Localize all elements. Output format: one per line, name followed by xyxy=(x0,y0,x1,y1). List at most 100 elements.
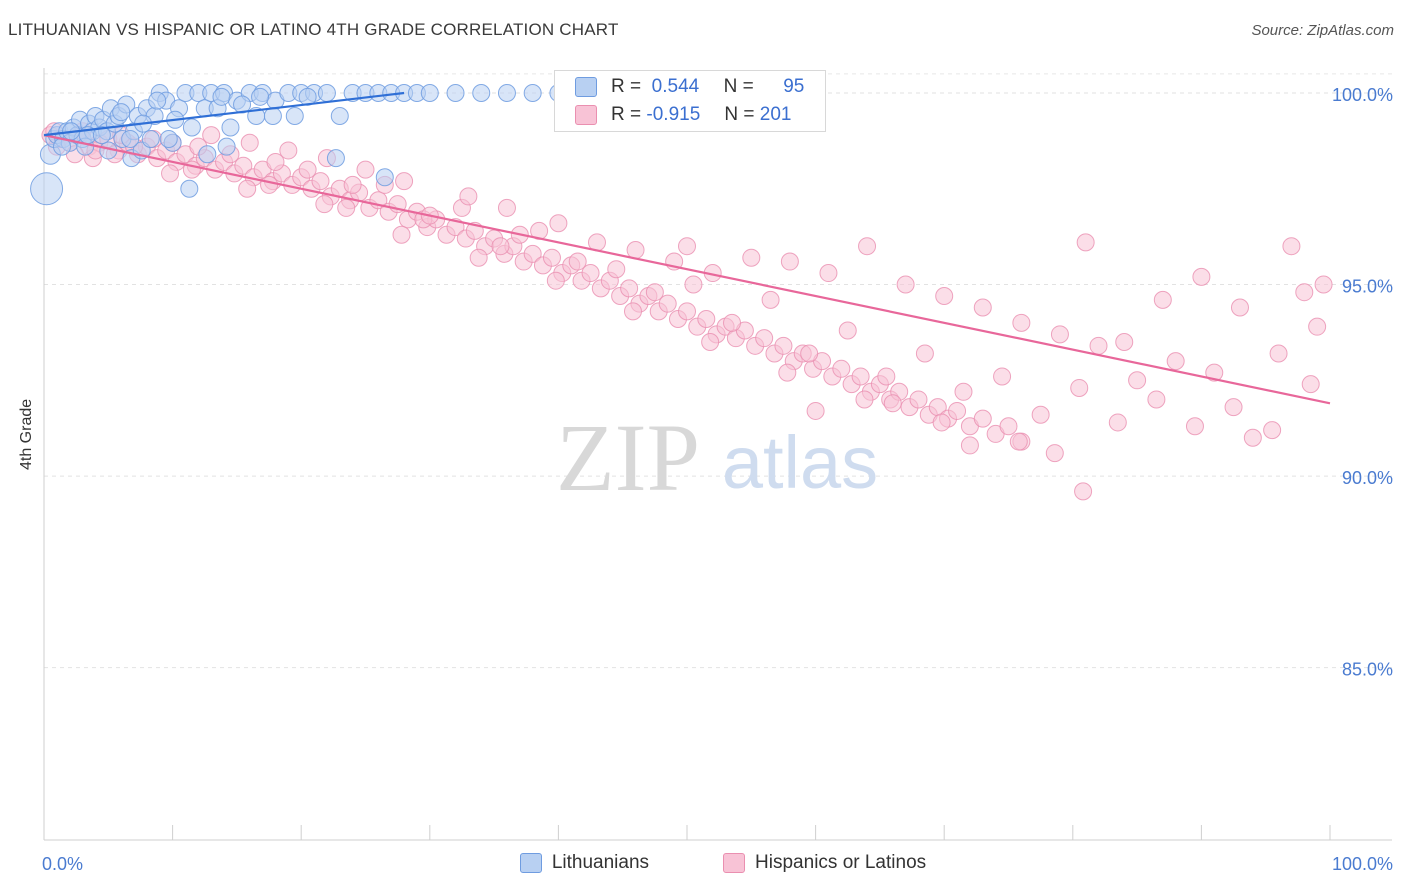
hispanic-point xyxy=(1282,237,1301,256)
hispanic-point xyxy=(1089,336,1108,355)
hispanic-point xyxy=(780,252,799,271)
hispanic-point xyxy=(395,172,414,191)
hispanic-point xyxy=(1074,482,1093,501)
hispanic-point xyxy=(234,156,253,175)
hispanic-point xyxy=(311,172,330,191)
y-tick-labels: 100.0% 95.0% 90.0% 85.0% xyxy=(1332,85,1393,680)
hispanic-point xyxy=(1269,344,1288,363)
hispanic-point xyxy=(1108,413,1127,432)
hispanic-point xyxy=(761,290,780,309)
legend-swatch-pink xyxy=(723,853,746,873)
hispanic-point xyxy=(546,271,565,290)
hispanic-point xyxy=(626,241,645,260)
hispanic-point xyxy=(1224,398,1243,417)
n-value-lithuanians: 95 xyxy=(783,76,805,97)
hispanic-point xyxy=(701,332,720,351)
hispanic-point xyxy=(774,336,793,355)
hispanic-point xyxy=(1045,444,1064,463)
legend-row-lithuanians: R = 0.544 N = 95 xyxy=(575,74,804,100)
hispanic-point xyxy=(260,175,279,194)
hispanic-point xyxy=(877,367,896,386)
lithuanian-point xyxy=(159,129,178,148)
hispanic-point xyxy=(1185,417,1204,436)
lithuanian-point xyxy=(375,168,394,187)
hispanic-point xyxy=(851,367,870,386)
hispanic-point xyxy=(1147,390,1166,409)
y-tick-label: 85.0% xyxy=(1342,660,1393,680)
hispanic-point xyxy=(620,279,639,298)
lithuanian-point xyxy=(330,106,349,125)
hispanic-point xyxy=(238,179,257,198)
hispanic-point xyxy=(999,417,1018,436)
lithuanian-point xyxy=(326,149,345,168)
hispanic-point xyxy=(658,294,677,313)
lithuanian-point xyxy=(180,179,199,198)
hispanic-point xyxy=(240,133,259,152)
hispanic-point xyxy=(1166,352,1185,371)
lithuanian-point xyxy=(251,87,270,106)
legend-label-hispanics: Hispanics or Latinos xyxy=(755,852,927,873)
hispanic-point xyxy=(568,252,587,271)
hispanic-point xyxy=(549,214,568,233)
hispanic-point xyxy=(161,164,180,183)
hispanic-point xyxy=(723,313,742,332)
lithuanian-point xyxy=(420,83,439,102)
lithuanian-point xyxy=(112,103,131,122)
lithuanian-point xyxy=(446,83,465,102)
y-tick-label: 95.0% xyxy=(1342,277,1393,297)
lithuanian-trend-line xyxy=(43,91,405,137)
hispanic-point xyxy=(298,160,317,179)
hispanic-point xyxy=(954,382,973,401)
hispanic-point xyxy=(678,302,696,321)
hispanic-point xyxy=(742,248,761,267)
hispanic-point xyxy=(806,401,825,420)
hispanic-point xyxy=(896,275,915,294)
hispanic-point xyxy=(202,126,221,145)
hispanic-point xyxy=(315,195,334,214)
lithuanian-point xyxy=(217,137,236,156)
hispanic-point xyxy=(838,321,857,340)
hispanic-point xyxy=(684,275,703,294)
hispanic-point xyxy=(1192,267,1211,286)
hispanic-point xyxy=(1314,275,1333,294)
hispanic-point xyxy=(1050,325,1069,344)
hispanic-point xyxy=(935,287,954,306)
hispanic-point xyxy=(392,225,411,244)
r-label: R = xyxy=(611,104,642,125)
lithuanian-point xyxy=(182,118,201,137)
lithuanian-point xyxy=(212,87,231,106)
lithuanian-point xyxy=(221,118,240,137)
hispanic-point xyxy=(523,244,542,263)
hispanic-point xyxy=(819,264,838,283)
x-tick-label-left: 0.0% xyxy=(42,854,83,874)
hispanic-point xyxy=(497,198,516,217)
n-label: N = xyxy=(723,76,754,97)
legend-swatch-blue xyxy=(519,853,542,873)
hispanic-point xyxy=(832,359,851,378)
hispanic-point xyxy=(491,237,510,256)
legend-item-lithuanians[interactable]: Lithuanians xyxy=(519,852,649,874)
watermark-atlas: atlas xyxy=(722,421,878,504)
hispanic-point xyxy=(1308,317,1327,336)
hispanic-point xyxy=(800,344,819,363)
hispanic-point xyxy=(607,260,626,279)
hispanic-point xyxy=(469,248,488,267)
hispanic-point xyxy=(645,283,664,302)
hispanic-point xyxy=(1295,283,1314,302)
watermark-zip: ZIP xyxy=(556,404,700,511)
hispanic-point xyxy=(1243,428,1262,447)
legend-item-hispanics[interactable]: Hispanics or Latinos xyxy=(723,852,926,874)
hispanic-point xyxy=(858,237,877,256)
hispanic-point xyxy=(1031,405,1050,424)
r-label: R = xyxy=(611,76,642,97)
lithuanian-point xyxy=(285,106,304,125)
x-tick-label-right: 100.0% xyxy=(1332,854,1393,874)
hispanic-point xyxy=(1263,421,1282,440)
hispanic-point xyxy=(1301,375,1320,394)
lithuanian-points xyxy=(30,83,774,206)
lithuanian-point xyxy=(523,83,542,102)
r-value-hispanics: -0.915 xyxy=(646,104,701,125)
hispanic-point xyxy=(581,264,600,283)
n-label: N = xyxy=(724,104,755,125)
